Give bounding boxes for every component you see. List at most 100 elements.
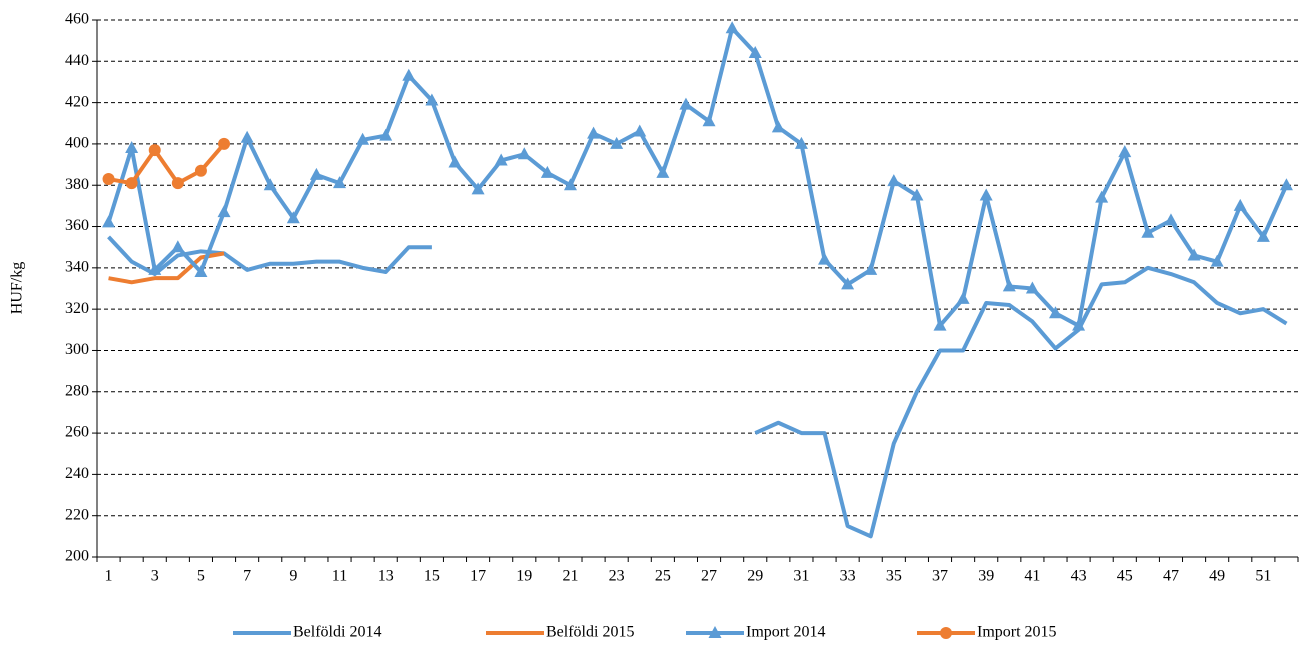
- marker: [725, 21, 739, 34]
- marker: [940, 627, 952, 639]
- y-tick-label: 400: [65, 135, 89, 152]
- marker: [864, 262, 878, 275]
- marker: [240, 130, 254, 143]
- x-tick-label: 13: [378, 568, 394, 585]
- marker: [379, 128, 393, 141]
- marker: [748, 46, 762, 59]
- legend-item: Belföldi 2015: [486, 624, 634, 641]
- marker: [794, 136, 808, 149]
- marker: [356, 132, 370, 145]
- marker: [587, 126, 601, 139]
- x-tick-label: 47: [1163, 568, 1179, 585]
- marker: [887, 174, 901, 187]
- x-tick-label: 37: [932, 568, 948, 585]
- marker: [910, 188, 924, 201]
- x-tick-label: 5: [197, 568, 205, 585]
- y-tick-label: 440: [65, 52, 89, 69]
- x-tick-label: 29: [747, 568, 763, 585]
- marker: [1095, 190, 1109, 203]
- marker: [818, 252, 832, 265]
- marker: [933, 318, 947, 331]
- x-tick-label: 17: [470, 568, 486, 585]
- marker: [841, 277, 855, 290]
- marker: [102, 173, 115, 186]
- x-tick-label: 25: [655, 568, 671, 585]
- marker: [148, 262, 162, 275]
- marker: [1279, 178, 1293, 191]
- x-tick-label: 7: [243, 568, 251, 585]
- marker: [1048, 306, 1062, 319]
- marker: [1256, 229, 1270, 242]
- y-tick-label: 280: [65, 382, 89, 399]
- marker: [286, 211, 300, 224]
- marker: [494, 153, 508, 166]
- marker: [333, 176, 347, 189]
- x-tick-label: 51: [1255, 568, 1271, 585]
- x-tick-label: 3: [151, 568, 159, 585]
- y-tick-label: 360: [65, 217, 89, 234]
- marker: [448, 155, 462, 168]
- marker: [263, 178, 277, 191]
- legend-label: Belföldi 2014: [293, 624, 381, 641]
- marker: [1118, 145, 1132, 158]
- marker: [1072, 318, 1086, 331]
- legend-item: Import 2015: [917, 624, 1057, 641]
- marker: [171, 240, 185, 253]
- x-tick-label: 35: [886, 568, 902, 585]
- x-tick-label: 11: [332, 568, 347, 585]
- x-tick-label: 39: [978, 568, 994, 585]
- x-tick-label: 33: [840, 568, 856, 585]
- marker: [956, 291, 970, 304]
- marker: [217, 205, 231, 218]
- marker: [1025, 281, 1039, 294]
- y-tick-label: 320: [65, 300, 89, 317]
- marker: [610, 136, 624, 149]
- marker: [148, 144, 161, 157]
- x-tick-label: 1: [105, 568, 113, 585]
- x-tick-label: 41: [1024, 568, 1040, 585]
- legend-label: Import 2015: [977, 624, 1057, 641]
- y-tick-label: 300: [65, 341, 89, 358]
- marker: [102, 215, 116, 228]
- x-tick-label: 9: [289, 568, 297, 585]
- marker: [1164, 213, 1178, 226]
- marker: [1187, 248, 1201, 261]
- legend-item: Import 2014: [686, 624, 826, 641]
- y-tick-label: 240: [65, 465, 89, 482]
- x-tick-label: 31: [793, 568, 809, 585]
- marker: [194, 164, 207, 177]
- x-tick-label: 49: [1209, 568, 1225, 585]
- marker: [540, 165, 554, 178]
- marker: [517, 147, 531, 160]
- marker: [563, 178, 577, 191]
- marker: [171, 177, 184, 190]
- series-line: [106, 26, 1289, 328]
- marker: [679, 97, 693, 110]
- marker: [633, 124, 647, 137]
- marker: [656, 165, 670, 178]
- x-tick-label: 27: [701, 568, 717, 585]
- marker: [771, 120, 785, 133]
- y-tick-label: 380: [65, 176, 89, 193]
- y-axis-label: HUF/kg: [9, 262, 26, 314]
- marker: [702, 114, 716, 127]
- marker: [125, 177, 138, 190]
- x-tick-label: 45: [1117, 568, 1133, 585]
- marker: [979, 188, 993, 201]
- x-tick-label: 21: [562, 568, 578, 585]
- y-tick-label: 420: [65, 93, 89, 110]
- x-tick-label: 15: [424, 568, 440, 585]
- x-tick-label: 43: [1071, 568, 1087, 585]
- marker: [471, 182, 485, 195]
- x-tick-label: 19: [516, 568, 532, 585]
- marker: [402, 68, 416, 81]
- series-line: [107, 235, 1288, 539]
- legend-label: Belföldi 2015: [546, 624, 634, 641]
- y-tick-label: 200: [65, 548, 89, 565]
- marker: [125, 141, 139, 154]
- marker: [1233, 198, 1247, 211]
- marker: [425, 93, 439, 106]
- marker: [194, 264, 208, 277]
- y-tick-label: 460: [65, 11, 89, 28]
